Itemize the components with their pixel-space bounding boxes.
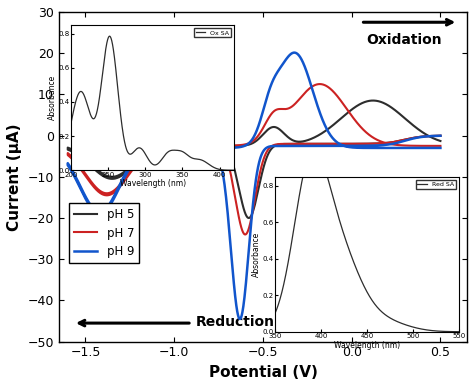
pH 5 [234, 144, 239, 148]
pH 5 [83, 157, 89, 162]
pH 9 [118, 180, 124, 185]
pH 5 [370, 98, 376, 103]
pH 5 [246, 216, 252, 220]
Text: Oxidation: Oxidation [366, 33, 441, 46]
pH 7 [317, 82, 323, 86]
pH 7 [234, 143, 239, 148]
Y-axis label: Current (μA): Current (μA) [7, 123, 22, 231]
Text: Reduction: Reduction [195, 315, 274, 329]
Line: pH 7: pH 7 [68, 84, 440, 235]
pH 9 [234, 145, 239, 150]
pH 7 [83, 172, 89, 177]
Legend: pH 5, pH 7, pH 9: pH 5, pH 7, pH 9 [69, 203, 139, 263]
pH 9 [292, 50, 297, 55]
pH 5 [438, 134, 443, 138]
pH 9 [415, 146, 421, 150]
pH 9 [378, 146, 383, 150]
pH 5 [118, 172, 124, 176]
pH 9 [124, 168, 130, 173]
Line: pH 9: pH 9 [68, 53, 440, 319]
Line: pH 5: pH 5 [68, 101, 440, 218]
pH 7 [124, 173, 130, 178]
pH 9 [438, 134, 443, 138]
pH 9 [83, 195, 89, 200]
pH 7 [438, 134, 443, 138]
pH 7 [378, 139, 383, 144]
pH 5 [415, 127, 421, 131]
pH 7 [242, 232, 248, 237]
pH 7 [438, 144, 443, 148]
pH 5 [438, 139, 443, 143]
X-axis label: Potential (V): Potential (V) [209, 365, 318, 380]
pH 7 [118, 181, 124, 186]
pH 5 [124, 167, 130, 172]
pH 9 [237, 317, 243, 321]
pH 5 [378, 99, 383, 104]
pH 7 [415, 144, 421, 148]
pH 9 [438, 146, 443, 150]
